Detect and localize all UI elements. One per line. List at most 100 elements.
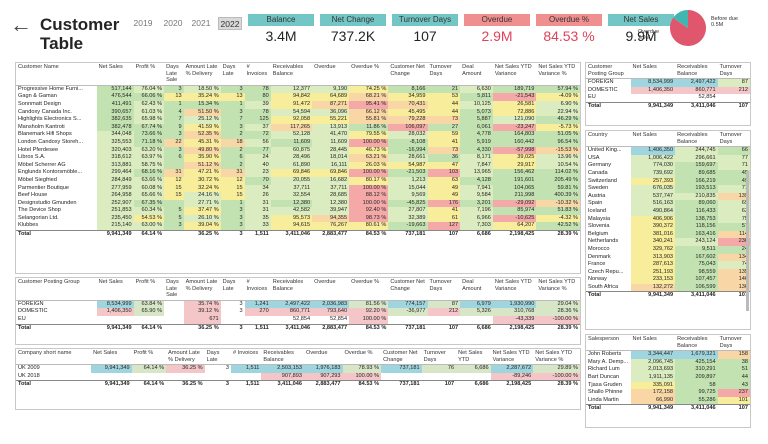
column-header[interactable]: Net Sales <box>630 63 676 80</box>
column-header[interactable]: Days Late <box>204 349 231 366</box>
table-row[interactable]: EU 52,854 <box>586 94 750 102</box>
table-row[interactable]: EU 671 52,854 52,854 100.00 % -43,339 -100.00 … <box>16 315 580 325</box>
table-row[interactable]: Norway 233,153 107,457 146 <box>586 276 750 284</box>
table-row[interactable]: Beef House 264,958 65.66 % 15 24.16 % 15 26 32,… <box>16 192 580 200</box>
column-header[interactable]: Customer Posting Group <box>16 278 97 301</box>
column-header[interactable]: Turnover Days <box>717 335 750 352</box>
table-row[interactable]: John Roberts 3,344,447 1,679,321 158 <box>586 350 750 359</box>
column-header[interactable]: Company short name <box>16 349 92 366</box>
table-row[interactable]: Progressive Home Furni... 517,144 76.04 % 3… <box>16 85 580 94</box>
column-header[interactable]: Amount Late % Delivery <box>166 349 205 366</box>
table-row[interactable]: The Device Shop 251,853 60.34 % 5 37.47 % 3 31… <box>16 207 580 215</box>
table-row[interactable]: Linda Martin 66,990 55,286 101 <box>586 396 750 405</box>
column-header[interactable]: Days Late <box>220 63 245 86</box>
column-header[interactable]: # Invoices <box>244 63 271 86</box>
table-row[interactable]: UK 2018 907,893 907,293 100.00 % -89,246 -100… <box>16 372 580 381</box>
column-header[interactable]: Profit % <box>131 349 167 366</box>
column-header[interactable]: Receivables Balance <box>270 63 313 86</box>
column-header[interactable]: Net Sales <box>96 278 134 301</box>
column-header[interactable]: Net Sales YTD Variance <box>490 349 534 366</box>
column-header[interactable]: Overdue % <box>349 63 389 86</box>
table-row[interactable]: United King... 1,406,350 244,745 66 <box>586 146 750 155</box>
table-row[interactable]: Designstudio Gmunden 252,907 67.35 % 27.71 … <box>16 199 580 208</box>
column-header[interactable]: Receivables Balance <box>675 63 718 80</box>
column-header[interactable]: Deal Amount <box>460 63 493 86</box>
table-row[interactable]: FOREIGN 8,534,999 2,497,422 87 <box>586 78 750 87</box>
table-row[interactable]: Denmark 313,903 167,602 134 <box>586 253 750 262</box>
table-row[interactable]: DOMESTIC 1,406,350 860,771 212 <box>586 86 750 95</box>
year-slicer-2020[interactable]: 2020 <box>163 18 183 28</box>
column-header[interactable]: Days Late <box>220 278 245 301</box>
table-row[interactable]: Sonnmatt Design 411,491 62.43 % 1 15.34 % 1 39… <box>16 100 580 109</box>
table-row[interactable]: Malaysia 406,906 138,753 75 <box>586 215 750 224</box>
column-header[interactable]: Amount Late % Delivery <box>183 278 221 301</box>
table-row[interactable]: Germany 774,030 159,697 71 <box>586 162 750 170</box>
table-row[interactable]: Selangorian Ltd. 235,450 54.53 % 5 26.10 % 3 3… <box>16 214 580 223</box>
column-header[interactable]: Receivables Balance <box>261 349 305 366</box>
country-scrollbar[interactable] <box>746 171 749 311</box>
table-row[interactable]: UK 2009 9,941,349 64.14 % 36.25 % 3 1,511 2,50… <box>16 364 580 373</box>
column-header[interactable]: Turnover Days <box>427 63 461 86</box>
table-row[interactable]: Netherlands 340,241 243,124 236 <box>586 238 750 246</box>
column-header[interactable]: # Invoices <box>231 349 262 366</box>
column-header[interactable]: Overdue <box>312 63 350 86</box>
column-header[interactable]: Turnover Days <box>717 63 750 80</box>
column-header[interactable]: Net Sales YTD Variance % <box>536 63 580 86</box>
year-slicer-2022[interactable]: 2022 <box>218 17 242 30</box>
column-header[interactable]: Turnover Days <box>421 349 457 366</box>
table-row[interactable]: Mary A. Demp... 2,096,745 425,154 38 <box>586 358 750 367</box>
table-row[interactable]: Slovenia 390,372 118,156 57 <box>586 223 750 231</box>
column-header[interactable]: # Invoices <box>244 278 271 301</box>
column-header[interactable]: Net Sales YTD Variance % <box>536 278 580 301</box>
column-header[interactable]: Customer Net Change <box>388 278 428 301</box>
table-row[interactable]: Libros S.A. 318,612 63.97 % 6 35.90 % 6 24 28,4… <box>16 154 580 162</box>
table-row[interactable]: Canada 739,692 89,685 45 <box>586 169 750 178</box>
column-header[interactable]: Salesperson <box>586 335 631 352</box>
column-header[interactable]: Days Late Sale <box>164 63 184 86</box>
table-row[interactable]: Möbel Scherrer AG 313,881 58.75 % 51.12 % 2 4… <box>16 161 580 170</box>
column-header[interactable]: Turnover Days <box>427 278 461 301</box>
table-row[interactable]: Highlights Electronics S... 382,635 65.98 … <box>16 116 580 124</box>
column-header[interactable]: Net Sales <box>630 335 676 352</box>
column-header[interactable]: Net Sales YTD Variance <box>492 63 537 86</box>
column-header[interactable]: Days Late Sale <box>164 278 184 301</box>
column-header[interactable]: Customer Name <box>16 63 97 86</box>
column-header[interactable]: Profit % <box>133 63 165 86</box>
table-row[interactable]: South Africa 132,272 106,599 136 <box>586 283 750 292</box>
table-row[interactable]: Möbel Siegfried 284,849 63.66 % 12 30.72 % 12… <box>16 176 580 185</box>
column-header[interactable]: Net Sales <box>91 349 132 366</box>
column-header[interactable]: Deal Amount <box>460 278 493 301</box>
table-row[interactable]: Iceland 490,864 116,433 63 <box>586 207 750 216</box>
table-row[interactable]: USA 1,006,422 296,661 77 <box>586 154 750 163</box>
table-row[interactable]: DOMESTIC 1,406,350 65.90 % 39.12 % 3 270 860,7… <box>16 308 580 316</box>
table-row[interactable]: Englunds Kontorsmöble... 299,464 68.16 % 31… <box>16 169 580 177</box>
table-row[interactable]: London Candoxy Storeh... 325,553 71.18 % 22… <box>16 138 580 147</box>
table-row[interactable]: Switzerland 257,393 166,219 49 <box>586 177 750 186</box>
column-header[interactable]: Amount Late % Delivery <box>183 63 221 86</box>
column-header[interactable]: Customer Net Change <box>388 63 428 86</box>
year-slicer-2021[interactable]: 2021 <box>191 18 211 28</box>
table-row[interactable]: Blanemark Hifi Shops 344,048 73.66 % 3 52.35… <box>16 131 580 139</box>
column-header[interactable]: Net Sales <box>630 131 676 148</box>
table-row[interactable]: Sweden 676,035 193,513 71 <box>586 185 750 193</box>
table-row[interactable]: Spain 516,163 89,060 69 <box>586 200 750 208</box>
column-header[interactable]: Profit % <box>133 278 165 301</box>
column-header[interactable]: Customer Posting Group <box>586 63 631 80</box>
table-row[interactable]: Klubbes 215,140 63.00 % 3 39.04 % 3 33 94,615 76… <box>16 222 580 231</box>
column-header[interactable]: Net Sales YTD Variance % <box>533 349 580 366</box>
table-row[interactable]: FOREIGN 8,534,999 63.84 % 35.74 % 3 1,241 2,49… <box>16 300 580 309</box>
table-row[interactable]: Morocco 329,762 9,511 24 <box>586 245 750 254</box>
table-row[interactable]: Richard Lum 2,013,693 310,291 51 <box>586 366 750 374</box>
year-slicer-2019[interactable]: 2019 <box>133 18 153 28</box>
column-header[interactable]: Overdue <box>304 349 343 366</box>
table-row[interactable]: Czech Repu... 251,193 98,559 135 <box>586 268 750 277</box>
table-row[interactable]: France 287,613 75,043 74 <box>586 261 750 269</box>
column-header[interactable]: Overdue % <box>342 349 382 366</box>
column-header[interactable]: Overdue <box>312 278 350 301</box>
back-arrow-icon[interactable]: ← <box>10 12 32 37</box>
column-header[interactable]: Receivables Balance <box>675 131 718 148</box>
column-header[interactable]: Customer Net Change <box>381 349 422 366</box>
column-header[interactable]: Country <box>586 131 631 148</box>
table-row[interactable]: Mansholm Kantroti 382,478 67.74 % 9 41.59 % 3… <box>16 123 580 132</box>
column-header[interactable]: Net Sales YTD <box>456 349 491 366</box>
